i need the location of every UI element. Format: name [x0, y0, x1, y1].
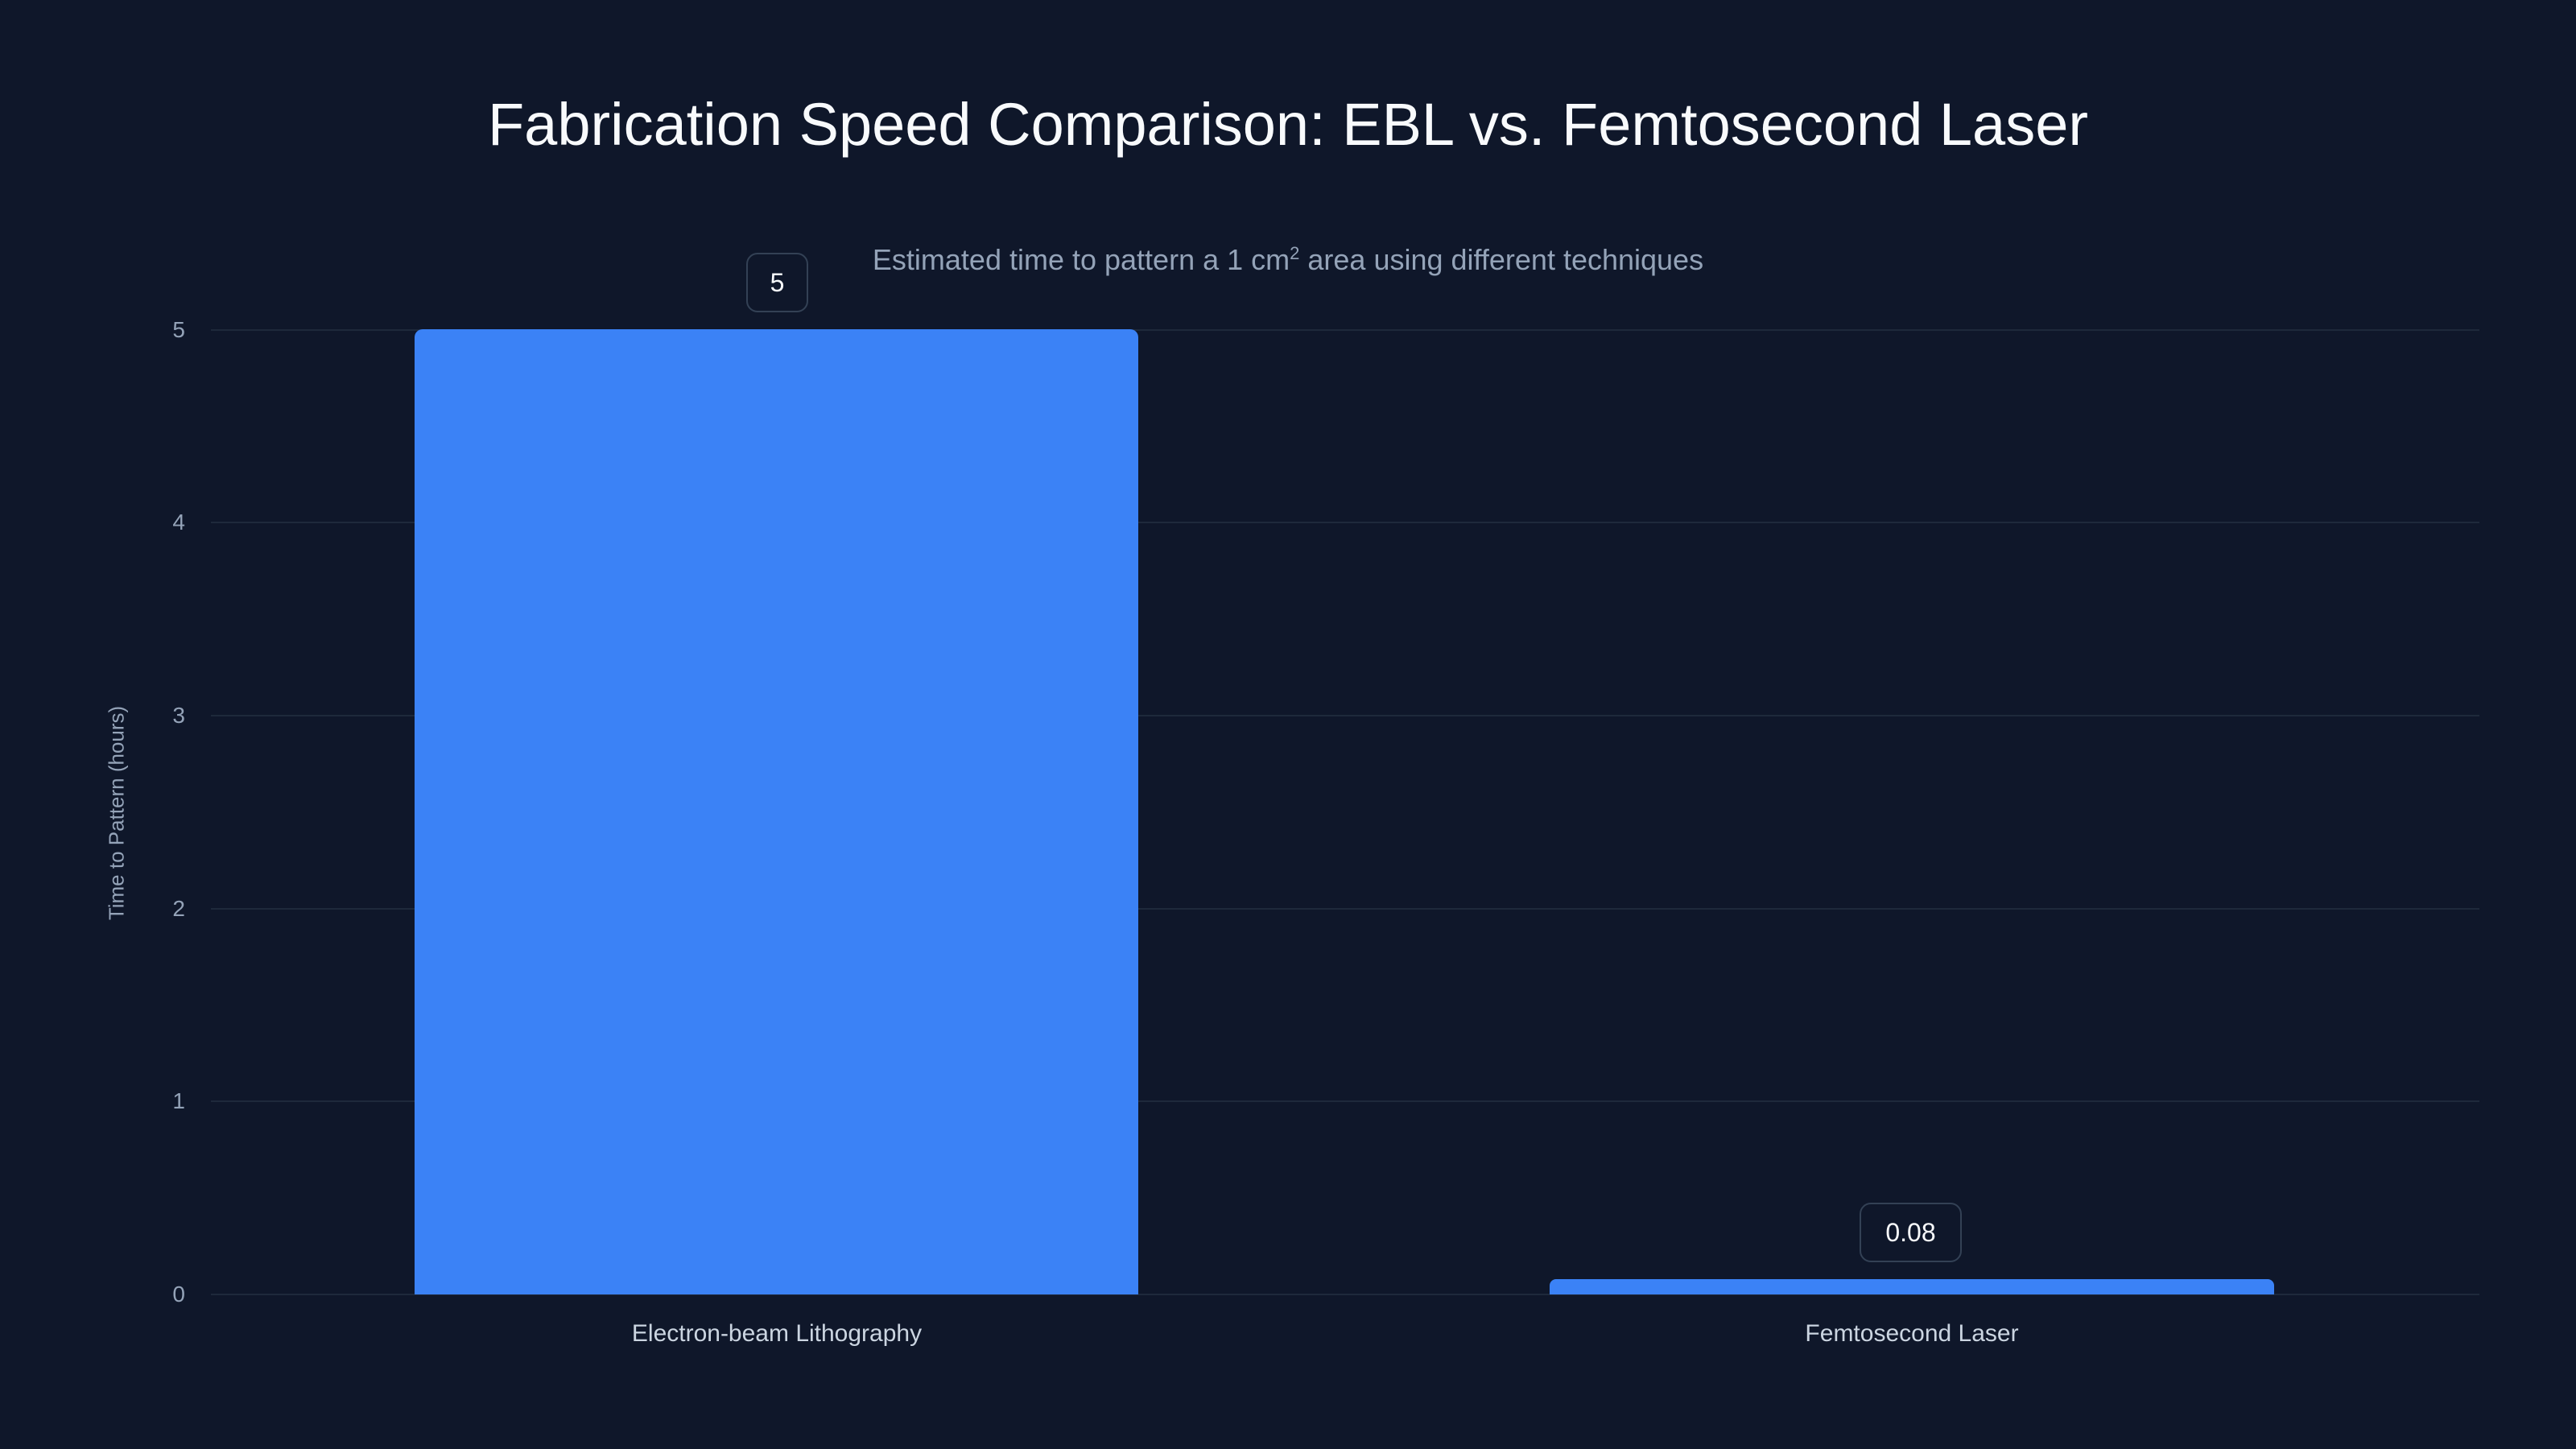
y-tick-1: 1 — [172, 1088, 185, 1113]
value-label-femtosecond: 0.08 — [1860, 1203, 1962, 1262]
gridline-2 — [211, 908, 2479, 910]
y-tick-2: 2 — [172, 896, 185, 921]
y-tick-3: 3 — [172, 703, 185, 728]
gridline-3 — [211, 715, 2479, 716]
subtitle-text-end: area using different techniques — [1299, 243, 1704, 276]
y-tick-5: 5 — [172, 317, 185, 342]
bar-electron-beam-lithography[interactable] — [415, 329, 1138, 1294]
chart-subtitle: Estimated time to pattern a 1 cm2 area u… — [0, 243, 2576, 277]
x-label-ebl: Electron-beam Lithography — [631, 1320, 923, 1347]
subtitle-superscript: 2 — [1290, 243, 1300, 263]
y-tick-4: 4 — [172, 510, 185, 535]
gridline-1 — [211, 1100, 2479, 1102]
gridline-5 — [211, 329, 2479, 331]
gridline-4 — [211, 522, 2479, 523]
chart-title: Fabrication Speed Comparison: EBL vs. Fe… — [487, 91, 2089, 158]
x-label-femtosecond: Femtosecond Laser — [1805, 1320, 2019, 1347]
subtitle-text: Estimated time to pattern a 1 cm — [872, 243, 1290, 276]
gridline-0 — [211, 1294, 2479, 1295]
y-axis-label: Time to Pattern (hours) — [104, 705, 129, 921]
value-label-ebl: 5 — [746, 253, 808, 312]
y-tick-0: 0 — [172, 1282, 185, 1307]
bar-femtosecond-laser[interactable] — [1550, 1279, 2274, 1294]
